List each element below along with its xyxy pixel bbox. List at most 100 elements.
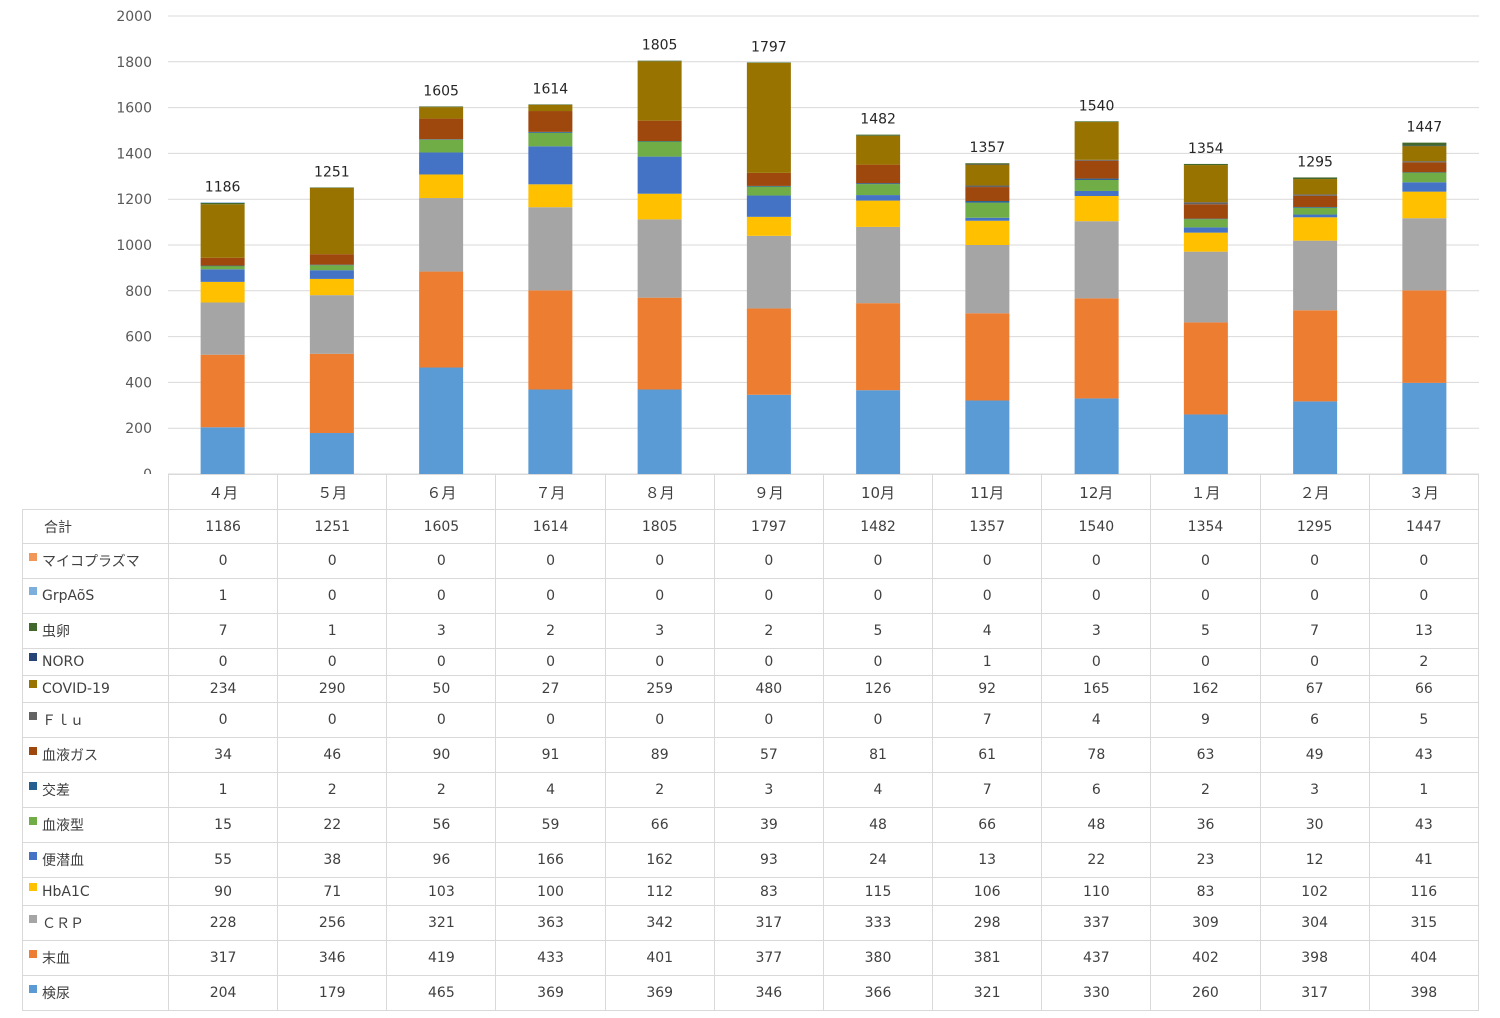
table-cell: 102 <box>1259 877 1370 906</box>
series-name: 末血 <box>42 951 70 967</box>
series-name: NORO <box>42 654 85 670</box>
bar-segment <box>1183 322 1228 415</box>
row-label: 血液型 <box>22 807 169 843</box>
table-cell: 0 <box>932 543 1043 579</box>
table-cell: 2 <box>1150 772 1261 808</box>
bar-segment <box>1293 310 1338 402</box>
bar-segment <box>528 132 573 147</box>
table-cell: 4 <box>932 613 1043 649</box>
table-cell: 166 <box>495 842 606 878</box>
x-category-label: ３月 <box>1368 474 1480 510</box>
table-cell: 380 <box>822 940 934 976</box>
bar-segment <box>200 427 245 474</box>
table-cell: 92 <box>932 675 1043 703</box>
bar-segment <box>965 164 1010 165</box>
row-label: HbA1C <box>22 877 169 906</box>
bar-segment <box>419 152 464 175</box>
table-cell: 0 <box>277 648 388 676</box>
table-row: 便潜血 55 38 96 166 162 93 24 13 22 23 12 41 <box>22 842 1480 878</box>
table-cell: 106 <box>932 877 1043 906</box>
bar-total-label: 1605 <box>423 83 459 99</box>
bar-segment <box>637 141 682 142</box>
table-cell: 71 <box>277 877 388 906</box>
table-cell: 43 <box>1368 807 1480 843</box>
bar-segment <box>1293 217 1338 241</box>
table-cell: 116 <box>1368 877 1480 906</box>
table-cell: 369 <box>604 975 715 1011</box>
table-header-row: ４月 ５月 ６月 ７月 ８月 ９月 10月 11月 12月 １月 ２月 ３月 <box>22 474 1480 510</box>
x-category-label: ７月 <box>495 474 606 510</box>
table-cell: 0 <box>713 543 824 579</box>
bar-segment <box>637 297 682 390</box>
bar-segment <box>200 265 245 267</box>
table-cell: 3 <box>1259 772 1370 808</box>
bar-segment <box>528 104 573 105</box>
bar-segment <box>637 389 682 474</box>
bar-segment <box>965 400 1010 474</box>
table-cell: 0 <box>1150 648 1261 676</box>
bar-segment <box>200 202 245 203</box>
bar-segment <box>200 302 245 355</box>
table-cell: 0 <box>932 578 1043 614</box>
table-cell: 1 <box>167 772 279 808</box>
bar-segment <box>856 135 901 165</box>
table-cell: 228 <box>167 905 279 941</box>
legend-swatch <box>29 852 37 860</box>
series-name: 検尿 <box>42 986 70 1002</box>
table-cell: 369 <box>495 975 606 1011</box>
bar-segment <box>965 187 1010 202</box>
bar-segment <box>309 295 354 354</box>
x-category-label: 10月 <box>822 474 934 510</box>
bar-total-label: 1251 <box>314 165 350 181</box>
table-cell: 0 <box>1259 578 1370 614</box>
bar-segment <box>1183 232 1228 252</box>
table-cell: 7 <box>1259 613 1370 649</box>
bar-segment <box>1293 177 1338 180</box>
table-cell: 290 <box>277 675 388 703</box>
table-cell: 13 <box>1368 613 1480 649</box>
table-cell: 7 <box>932 772 1043 808</box>
table-cell: 2 <box>277 772 388 808</box>
table-row: Ｆｌｕ 0 0 0 0 0 0 0 7 4 9 6 5 <box>22 702 1480 738</box>
table-cell: 0 <box>167 543 279 579</box>
bar-segment <box>637 156 682 194</box>
table-cell: 13 <box>932 842 1043 878</box>
table-cell: 381 <box>932 940 1043 976</box>
bar-total-label: 1447 <box>1407 120 1443 136</box>
bar-segment <box>1293 194 1338 196</box>
bar-segment <box>528 131 573 133</box>
table-cell: 48 <box>822 807 934 843</box>
row-label: 末血 <box>22 940 169 976</box>
row-label: 血液ガス <box>22 737 169 773</box>
table-cell: 22 <box>277 807 388 843</box>
bar-segment <box>965 185 1010 188</box>
table-cell: 0 <box>604 543 715 579</box>
bar-total-label: 1357 <box>970 140 1006 156</box>
x-category-label: ６月 <box>386 474 497 510</box>
table-cell: 0 <box>1259 543 1370 579</box>
x-category-label: ４月 <box>167 474 279 510</box>
bar-segment <box>419 106 464 108</box>
bar-segment <box>1402 290 1447 383</box>
table-cell: 90 <box>386 737 497 773</box>
table-cell: 304 <box>1259 905 1370 941</box>
table-cell: 401 <box>604 940 715 976</box>
table-cell: 5 <box>1368 702 1480 738</box>
table-cell: 66 <box>604 807 715 843</box>
table-cell: 0 <box>604 578 715 614</box>
bar-segment <box>856 200 901 227</box>
table-cell: 437 <box>1041 940 1152 976</box>
bar-segment <box>1402 172 1447 183</box>
bar-segment <box>1293 179 1338 195</box>
bar-segment <box>1183 218 1228 220</box>
bar-total-label: 1482 <box>860 112 896 128</box>
bar-segment <box>1183 163 1228 166</box>
bar-segment <box>965 313 1010 401</box>
table-cell: 1447 <box>1368 509 1480 544</box>
bar-segment <box>746 394 791 474</box>
row-label: GrpAõS <box>22 578 169 614</box>
table-cell: 83 <box>1150 877 1261 906</box>
table-cell: 3 <box>386 613 497 649</box>
bar-segment <box>309 254 354 265</box>
table-cell: 1805 <box>604 509 715 544</box>
